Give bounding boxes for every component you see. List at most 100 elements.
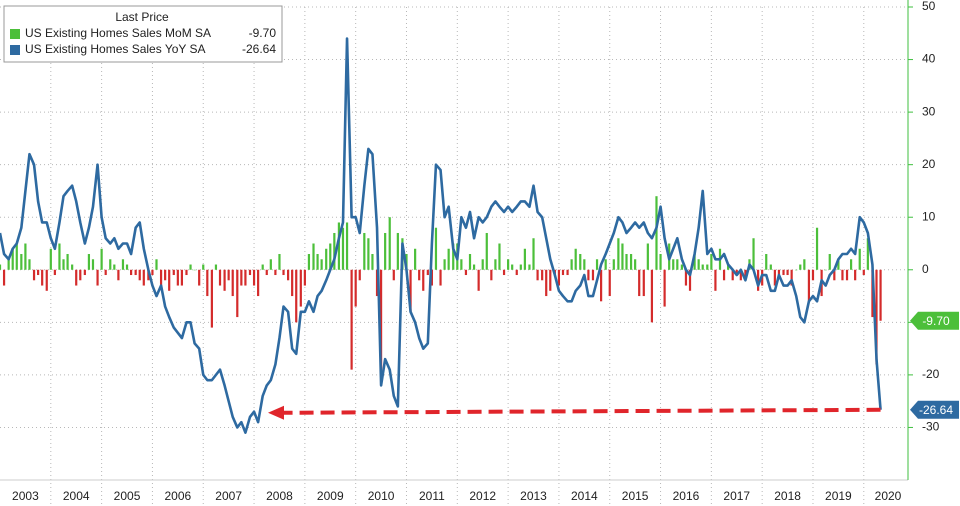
bar bbox=[638, 269, 641, 297]
bar bbox=[460, 259, 463, 270]
y-tick-label: 0 bbox=[922, 262, 929, 276]
bar bbox=[795, 269, 798, 271]
bar bbox=[307, 254, 311, 270]
x-tick-label: 2007 bbox=[215, 489, 242, 503]
bar bbox=[697, 259, 700, 270]
bar bbox=[333, 232, 336, 270]
bar bbox=[777, 269, 781, 276]
bar bbox=[350, 269, 353, 370]
bar bbox=[388, 217, 391, 270]
bar bbox=[481, 259, 484, 270]
bar bbox=[117, 269, 120, 281]
x-tick-label: 2018 bbox=[774, 489, 801, 503]
legend-swatch bbox=[10, 29, 20, 39]
bar bbox=[519, 264, 522, 270]
bar bbox=[32, 269, 36, 281]
bar bbox=[129, 269, 133, 276]
bar bbox=[15, 243, 18, 270]
bar bbox=[757, 269, 760, 291]
bar bbox=[447, 248, 450, 270]
bar bbox=[714, 269, 717, 291]
bar bbox=[384, 232, 387, 270]
bar bbox=[710, 254, 713, 270]
bar bbox=[198, 269, 201, 286]
legend-label: US Existing Homes Sales YoY SA bbox=[25, 42, 206, 56]
bar bbox=[875, 269, 878, 365]
last-value-tag: -9.70 bbox=[910, 311, 959, 330]
bar bbox=[202, 264, 205, 270]
bar bbox=[261, 264, 264, 270]
tag-shape bbox=[910, 311, 959, 330]
bar bbox=[37, 269, 40, 276]
bar bbox=[125, 264, 129, 270]
y-tick-label: 20 bbox=[922, 157, 936, 171]
line bbox=[0, 37, 882, 434]
legend-label: US Existing Homes Sales MoM SA bbox=[25, 26, 211, 40]
bar bbox=[316, 254, 319, 270]
bar bbox=[837, 259, 840, 270]
bar bbox=[45, 269, 48, 291]
bar bbox=[744, 269, 747, 281]
bar bbox=[418, 269, 421, 281]
bar bbox=[528, 264, 531, 270]
x-tick-label: 2004 bbox=[63, 489, 90, 503]
bar bbox=[41, 269, 44, 286]
tag-shape bbox=[910, 400, 959, 419]
bar bbox=[28, 259, 31, 270]
bar bbox=[811, 269, 815, 281]
bar bbox=[414, 248, 417, 270]
bar bbox=[595, 259, 599, 270]
legend-value: -9.70 bbox=[249, 26, 277, 40]
bar bbox=[490, 269, 493, 281]
bar bbox=[541, 269, 544, 281]
bar bbox=[341, 227, 345, 270]
bar bbox=[274, 269, 277, 276]
x-tick-label: 2015 bbox=[622, 489, 649, 503]
bar bbox=[701, 264, 704, 270]
bar bbox=[303, 269, 306, 286]
bar bbox=[599, 269, 603, 302]
bar bbox=[629, 254, 633, 270]
bar bbox=[409, 269, 412, 312]
bar bbox=[472, 264, 476, 270]
bar bbox=[155, 259, 158, 270]
legend-title: Last Price bbox=[115, 10, 169, 24]
bar bbox=[96, 269, 99, 286]
bar bbox=[477, 269, 480, 291]
bar bbox=[193, 269, 196, 271]
bar bbox=[295, 269, 298, 323]
bar bbox=[168, 269, 171, 291]
last-value-tag: -26.64 bbox=[910, 400, 959, 419]
bar bbox=[375, 269, 379, 297]
bar bbox=[507, 259, 510, 270]
bar bbox=[210, 269, 213, 328]
bar bbox=[634, 259, 637, 270]
bar bbox=[765, 254, 768, 270]
bar bbox=[2, 269, 6, 286]
bar bbox=[426, 269, 429, 276]
plot-area: -30-20-100102030405020032004200520062007… bbox=[0, 0, 940, 506]
x-tick-label: 2019 bbox=[825, 489, 852, 503]
bar bbox=[87, 254, 91, 270]
bar bbox=[706, 264, 709, 270]
bar bbox=[396, 232, 399, 270]
bar bbox=[231, 269, 234, 297]
bar bbox=[185, 269, 188, 276]
bar bbox=[650, 269, 654, 323]
bar bbox=[579, 254, 582, 270]
bar bbox=[223, 269, 226, 291]
bar bbox=[769, 264, 772, 270]
bar bbox=[7, 259, 10, 270]
bar bbox=[617, 238, 620, 270]
bar bbox=[841, 269, 844, 281]
y-tick-label: 30 bbox=[922, 104, 936, 118]
bar bbox=[240, 269, 243, 286]
bar bbox=[752, 238, 755, 270]
bar bbox=[849, 259, 853, 270]
bar bbox=[583, 259, 586, 270]
bar bbox=[252, 269, 256, 286]
bar bbox=[53, 269, 56, 276]
bar bbox=[591, 269, 595, 281]
bar bbox=[176, 269, 179, 286]
